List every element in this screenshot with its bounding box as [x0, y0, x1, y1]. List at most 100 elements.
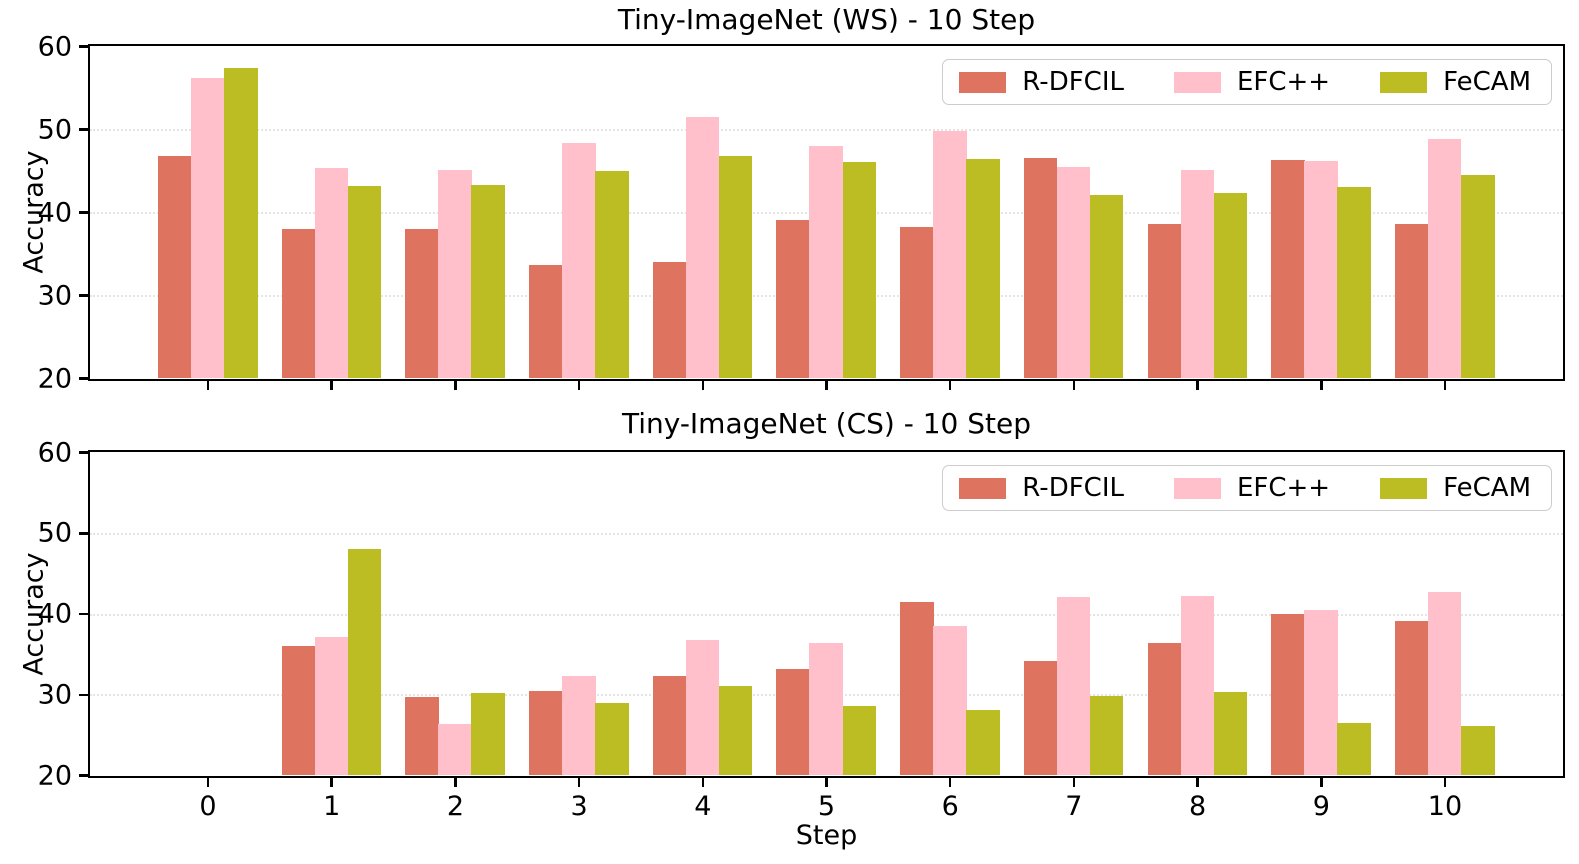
legend-swatch-icon	[959, 477, 1007, 499]
x-tick-label-8: 8	[1188, 791, 1207, 822]
bar-fecam-step-4	[718, 686, 753, 775]
chart-title-cs: Tiny-ImageNet (CS) - 10 Step	[621, 407, 1032, 440]
legend-swatch-icon	[1173, 71, 1221, 93]
bar-rdfcil-step-8	[1147, 223, 1182, 378]
x-tick-label-7: 7	[1065, 791, 1083, 822]
bar-efc-step-7	[1056, 167, 1091, 378]
x-tick-label-3: 3	[570, 791, 588, 822]
x-axis-label: Step	[795, 820, 858, 851]
bar-fecam-step-1	[347, 548, 382, 775]
bar-efc-step-9	[1304, 160, 1338, 378]
x-tick-mark	[1320, 381, 1323, 390]
bar-fecam-step-7	[1089, 695, 1124, 775]
y-tick-mark	[79, 532, 88, 535]
bar-efc-step-6	[933, 131, 967, 378]
bar-rdfcil-step-2	[405, 696, 439, 775]
legend-swatch-icon	[1380, 71, 1428, 93]
y-tick-label-30: 30	[37, 679, 72, 711]
y-tick-label-60: 60	[37, 31, 72, 62]
bar-efc-step-4	[685, 117, 720, 378]
bar-efc-step-4	[685, 640, 720, 775]
y-tick-mark	[79, 294, 88, 297]
bar-fecam-step-0	[224, 67, 258, 378]
y-tick-mark	[79, 128, 88, 131]
x-tick-label-6: 6	[941, 791, 959, 822]
bar-fecam-step-5	[842, 706, 877, 775]
y-tick-mark	[79, 211, 88, 214]
bar-efc-step-2	[438, 169, 472, 378]
bar-efc-step-9	[1304, 610, 1338, 775]
legend-label: EFC++	[1236, 473, 1331, 503]
bar-rdfcil-step-1	[281, 645, 316, 775]
bar-rdfcil-step-7	[1023, 158, 1058, 378]
bar-efc-step-8	[1180, 169, 1215, 378]
y-tick-mark	[79, 451, 88, 454]
legend-swatch-icon	[1173, 477, 1221, 499]
y-tick-label-60: 60	[37, 437, 72, 468]
x-tick-label-9: 9	[1312, 791, 1330, 822]
y-tick-label-40: 40	[37, 598, 72, 630]
bar-rdfcil-step-6	[900, 226, 934, 378]
bar-fecam-step-2	[471, 185, 505, 378]
chart-title-ws: Tiny-ImageNet (WS) - 10 Step	[617, 3, 1036, 36]
x-tick-mark	[825, 381, 828, 390]
legend-item-efc: EFC++	[1173, 473, 1331, 503]
y-tick-label-30: 30	[37, 280, 72, 311]
x-tick-label-2: 2	[446, 791, 464, 822]
x-tick-mark	[454, 778, 457, 787]
y-tick-mark	[79, 377, 88, 380]
bar-fecam-step-3	[595, 703, 629, 775]
gridline-y40	[90, 613, 1563, 616]
bar-fecam-step-4	[718, 156, 753, 378]
legend: R-DFCIL EFC++ FeCAM	[942, 59, 1552, 105]
bar-rdfcil-step-1	[281, 228, 316, 378]
bar-efc-step-10	[1427, 138, 1462, 378]
y-tick-label-40: 40	[37, 197, 72, 228]
y-tick-mark	[79, 774, 88, 777]
x-tick-label-5: 5	[817, 791, 836, 822]
bar-fecam-step-9	[1337, 722, 1371, 775]
x-tick-mark	[1443, 381, 1447, 390]
bar-fecam-step-6	[966, 710, 1000, 775]
y-tick-mark	[79, 612, 88, 616]
plot-area-ws: R-DFCIL EFC++ FeCAM	[88, 44, 1565, 381]
legend-swatch-icon	[1380, 477, 1428, 499]
x-tick-label-10: 10	[1427, 791, 1463, 822]
x-tick-label-0: 0	[199, 791, 217, 822]
legend-label: EFC++	[1236, 67, 1331, 97]
y-tick-label-50: 50	[37, 517, 72, 549]
bar-fecam-step-10	[1461, 725, 1495, 775]
y-tick-label-20: 20	[37, 363, 72, 394]
x-tick-mark	[948, 778, 952, 787]
bar-efc-step-8	[1180, 595, 1215, 775]
bar-efc-step-0	[190, 78, 225, 378]
bar-rdfcil-step-4	[652, 675, 687, 775]
bar-rdfcil-step-8	[1147, 643, 1182, 775]
legend-item-fecam: FeCAM	[1380, 67, 1531, 97]
bar-fecam-step-9	[1337, 187, 1371, 378]
bar-rdfcil-step-9	[1271, 613, 1305, 775]
bar-fecam-step-8	[1213, 691, 1248, 775]
legend-swatch-icon	[959, 71, 1007, 93]
x-tick-mark	[1072, 778, 1076, 787]
bar-rdfcil-step-6	[900, 602, 934, 775]
legend-item-rdfcil: R-DFCIL	[959, 473, 1124, 503]
legend-label: FeCAM	[1443, 473, 1531, 503]
bar-rdfcil-step-5	[776, 220, 810, 378]
bar-efc-step-1	[314, 168, 349, 378]
x-tick-mark	[948, 381, 952, 390]
bar-rdfcil-step-3	[529, 691, 563, 775]
bar-rdfcil-step-0	[157, 155, 192, 378]
bar-fecam-step-2	[471, 692, 505, 775]
x-tick-mark	[330, 381, 333, 390]
bar-rdfcil-step-7	[1023, 661, 1058, 775]
legend-label: R-DFCIL	[1022, 67, 1124, 97]
x-tick-mark	[701, 381, 705, 390]
x-tick-mark	[1196, 778, 1199, 787]
bar-rdfcil-step-4	[652, 261, 687, 378]
bar-rdfcil-step-5	[776, 669, 810, 775]
bar-efc-step-5	[809, 642, 843, 775]
x-tick-mark	[454, 381, 457, 390]
bar-fecam-step-6	[966, 158, 1000, 378]
